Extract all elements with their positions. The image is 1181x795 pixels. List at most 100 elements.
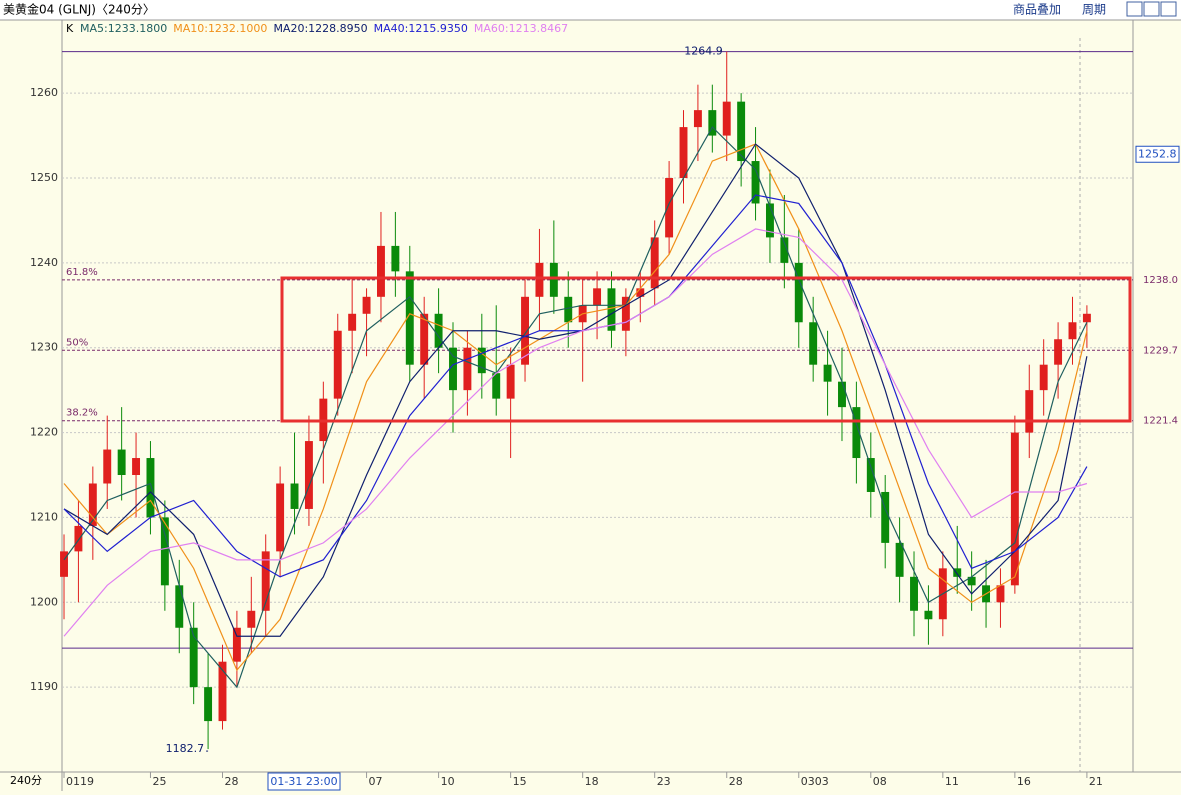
fib-name: 61.8% <box>66 267 98 278</box>
candle-body <box>809 322 818 365</box>
candle-body <box>996 585 1005 603</box>
period-button[interactable]: 周期 <box>1082 3 1106 17</box>
candle-body <box>621 296 630 331</box>
x-tick-label: 07 <box>369 775 383 788</box>
candle-body <box>132 458 141 476</box>
instrument-title: 美黄金04 (GLNJ)〈240分〉 <box>3 2 155 17</box>
candle-body <box>449 347 457 391</box>
candle-body <box>477 347 486 374</box>
candle-body <box>564 296 573 323</box>
candle-body <box>492 373 501 399</box>
candle-body <box>103 449 112 484</box>
candle-body <box>189 627 198 688</box>
candle-body <box>765 203 774 238</box>
candle-body <box>117 449 126 476</box>
x-tick-label: 0303 <box>801 775 829 788</box>
y-tick-label: 1250 <box>30 171 58 184</box>
candle-body <box>1010 432 1019 586</box>
x-tick-label: 25 <box>152 775 166 788</box>
x-tick-label: 08 <box>873 775 887 788</box>
candle-body <box>650 237 659 289</box>
highlight-box <box>280 276 1132 423</box>
candle-body <box>391 245 400 272</box>
fib-name: 50% <box>66 337 88 348</box>
candle-body <box>679 127 688 179</box>
candle-body <box>160 517 169 586</box>
candle-body <box>1025 390 1034 433</box>
candle-body <box>1054 339 1063 365</box>
fib-price: 1221.4 <box>1143 416 1178 427</box>
y-tick-label: 1210 <box>30 510 58 523</box>
ma-line <box>63 143 1088 637</box>
candle-body <box>405 271 414 365</box>
candle-body <box>333 330 342 399</box>
candle-body <box>434 313 443 348</box>
candle-body <box>175 585 184 628</box>
y-tick-label: 1220 <box>30 426 58 439</box>
candle-body <box>953 568 962 577</box>
ma-line <box>63 126 1088 689</box>
candle-body <box>794 262 803 323</box>
candle-body <box>290 483 299 509</box>
candle-body <box>247 610 256 628</box>
candle-body <box>693 110 702 128</box>
ma-line <box>63 194 1088 578</box>
period-label: 240分 <box>10 774 42 787</box>
candle-body <box>737 101 746 162</box>
high-label: 1264.9 <box>684 45 723 58</box>
legend-entry: MA5:1233.1800 <box>80 22 167 35</box>
y-tick-label: 1190 <box>30 680 58 693</box>
cursor-label-box <box>267 772 341 791</box>
y-tick-label: 1240 <box>30 256 58 269</box>
x-tick-label: 18 <box>585 775 599 788</box>
candle-body <box>362 296 371 314</box>
x-tick-label: 28 <box>729 775 743 788</box>
x-tick-label: 0119 <box>66 775 94 788</box>
candle-body <box>823 364 832 382</box>
current-price: 1252.8 <box>1138 147 1177 160</box>
candle-body <box>549 262 558 297</box>
candle-body <box>232 627 241 662</box>
candle-body <box>535 262 544 297</box>
nav-left[interactable] <box>1126 1 1143 17</box>
candle-body <box>708 110 717 136</box>
legend-k: K <box>66 22 74 35</box>
candle-body <box>420 313 429 365</box>
x-tick-label: 16 <box>1017 775 1031 788</box>
ma-line <box>63 143 1088 672</box>
candle-body <box>463 347 472 391</box>
candle-body <box>607 288 616 331</box>
x-tick-label: 21 <box>1089 775 1103 788</box>
nav-expand[interactable] <box>1160 1 1177 17</box>
candle-body <box>74 525 83 552</box>
candle-body <box>146 458 155 518</box>
candle-body <box>88 483 97 526</box>
y-tick-label: 1200 <box>30 595 58 608</box>
candle-body <box>881 491 890 543</box>
x-tick-label: 28 <box>224 775 238 788</box>
ma-line <box>63 228 1088 637</box>
candle-body <box>348 313 357 331</box>
candle-body <box>1039 364 1048 391</box>
fib-name: 38.2% <box>66 408 98 419</box>
y-tick-label: 1230 <box>30 341 58 354</box>
candle-body <box>967 576 976 586</box>
nav-right[interactable] <box>1143 1 1160 17</box>
x-tick-label: 11 <box>945 775 959 788</box>
top-bar <box>0 0 1181 20</box>
x-tick-label: 23 <box>657 775 671 788</box>
x-tick-label: 15 <box>513 775 527 788</box>
candle-body <box>506 364 515 399</box>
candle-body <box>866 458 875 492</box>
fib-price: 1229.7 <box>1143 345 1178 356</box>
nav-buttons[interactable] <box>1126 1 1177 17</box>
candle-body <box>204 687 213 722</box>
candle-body <box>60 551 68 577</box>
overlay-button[interactable]: 商品叠加 <box>1013 2 1061 17</box>
fib-price: 1238.0 <box>1143 275 1178 286</box>
candle-body <box>780 237 789 263</box>
candle-body <box>521 296 529 365</box>
candle-body <box>1068 322 1077 340</box>
candle-body <box>1082 313 1091 323</box>
candle-body <box>593 288 602 306</box>
